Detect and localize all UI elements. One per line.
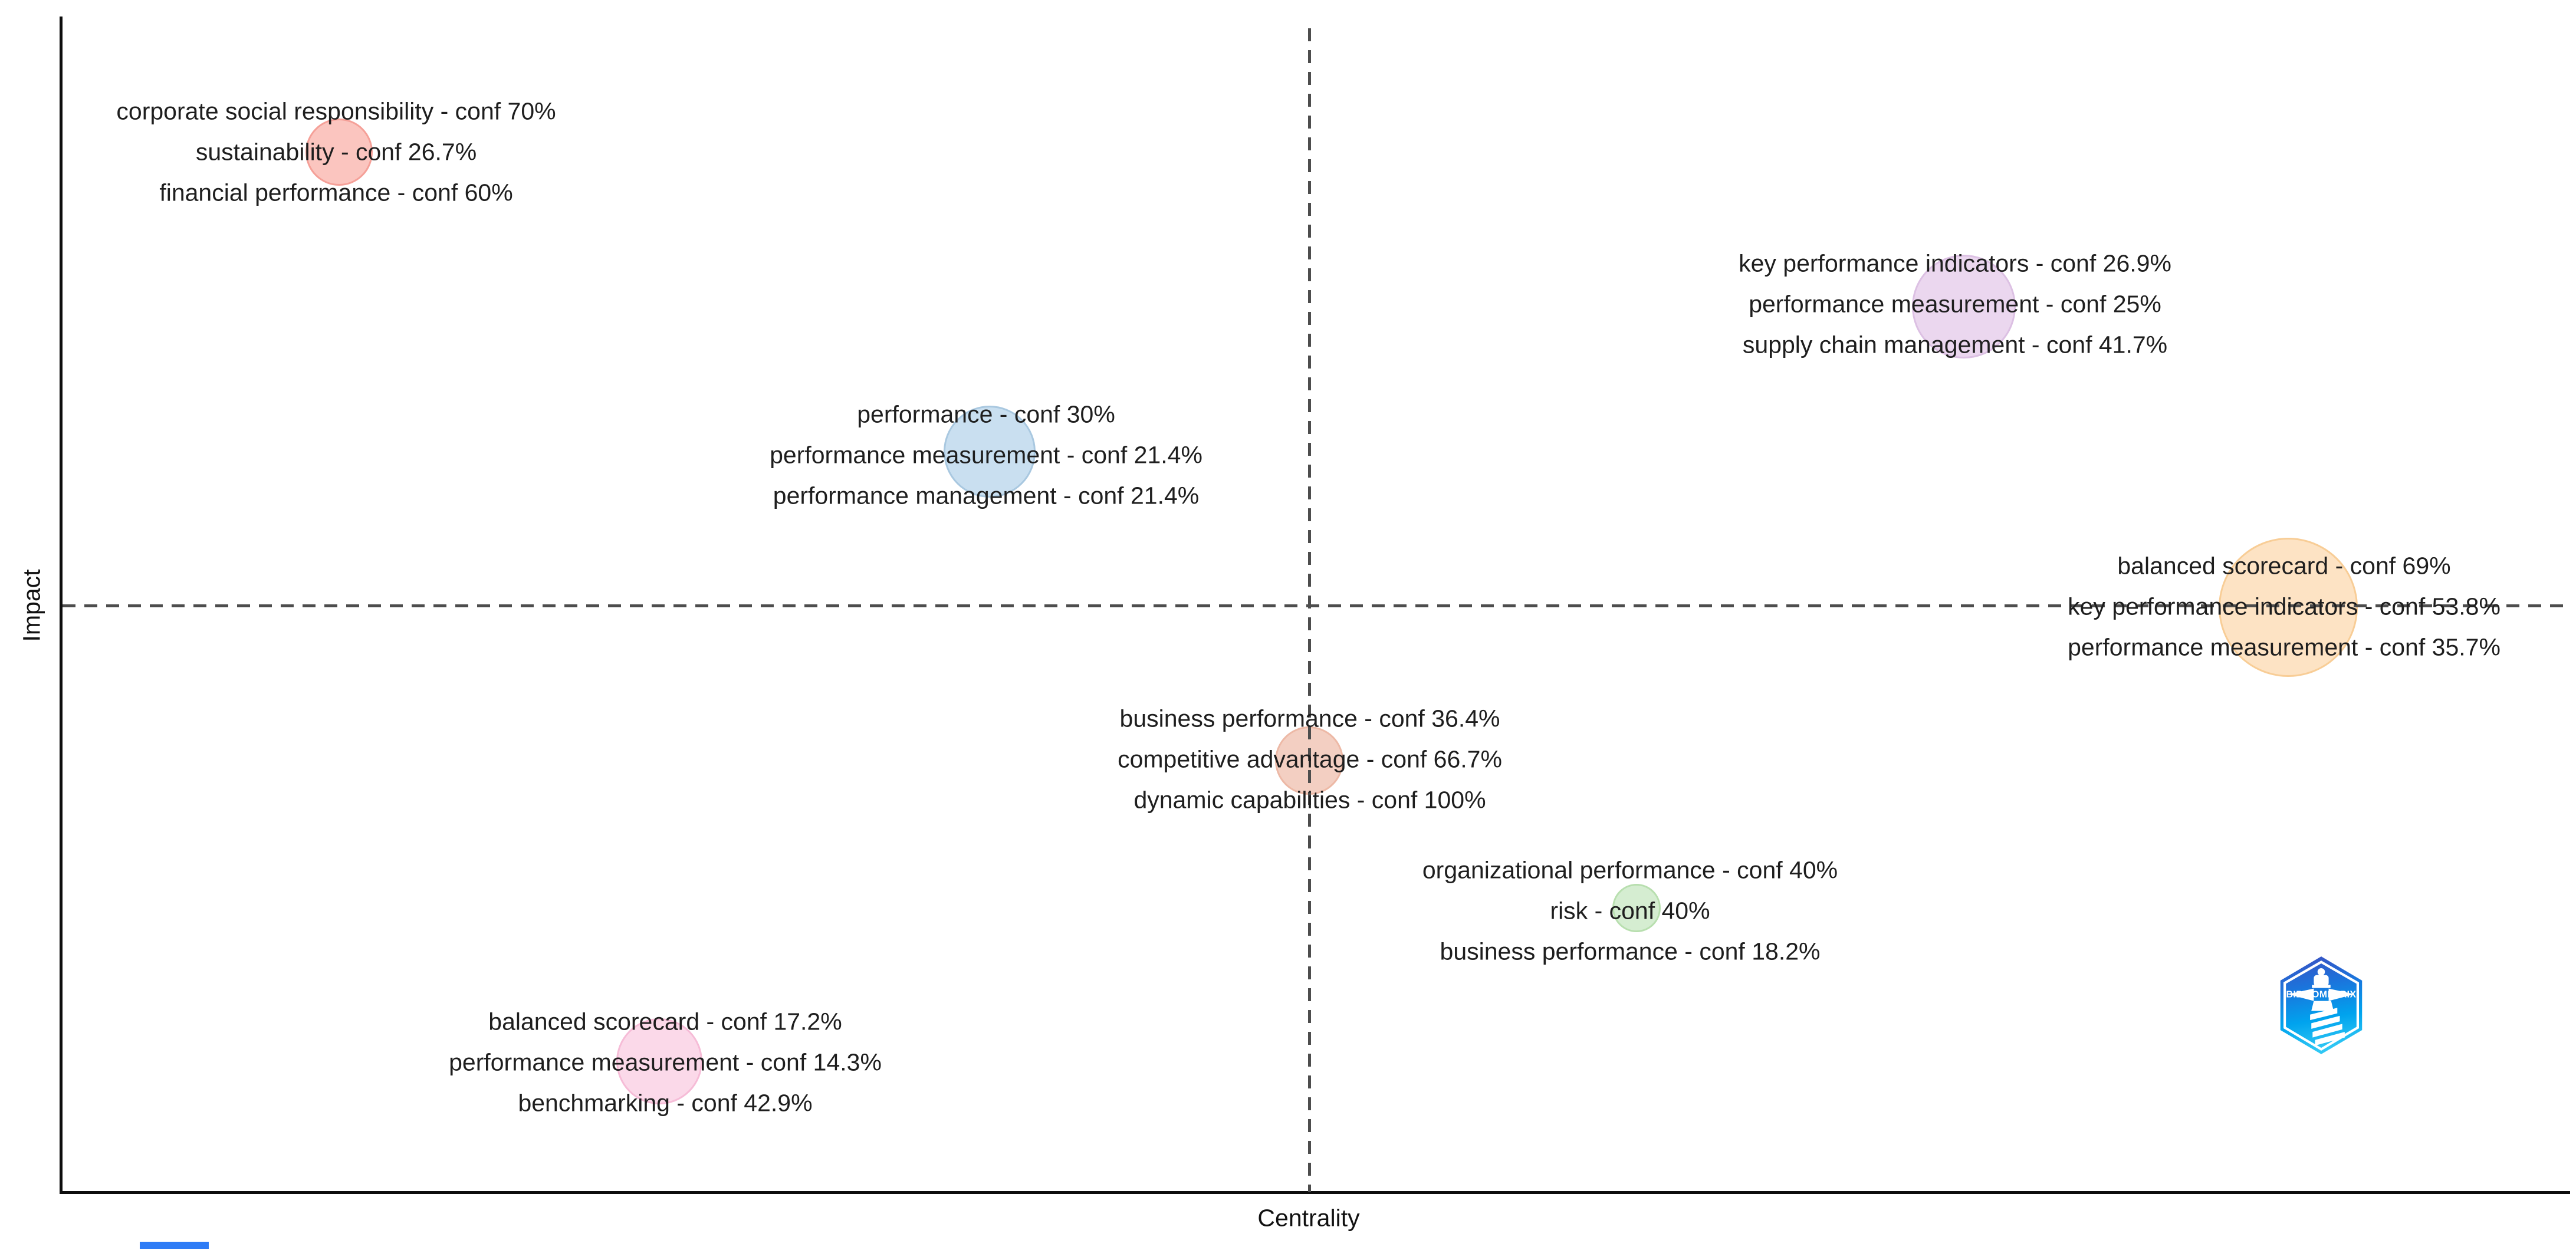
topic-line: benchmarking - conf 42.9% (518, 1089, 813, 1117)
topic-line: organizational performance - conf 40% (1422, 856, 1838, 884)
topic-line: balanced scorecard - conf 69% (2117, 552, 2451, 580)
topic-line: dynamic capabilities - conf 100% (1133, 786, 1486, 814)
y-axis-label: Impact (18, 569, 45, 642)
bibliometrix-logo: BIBLIOMETRIX (2278, 955, 2365, 1055)
topic-line: sustainability - conf 26.7% (195, 138, 477, 166)
cluster-bubble-balanced-scorecard-benchmarking[interactable] (616, 1018, 702, 1104)
median-centrality-dashed-line (1308, 28, 1311, 1192)
cluster-labels-balanced-scorecard-benchmarking: balanced scorecard - conf 17.2% performa… (449, 1002, 882, 1124)
cluster-labels-key-performance-indicators: key performance indicators - conf 26.9% … (1739, 244, 2171, 366)
topic-line: risk - conf 40% (1550, 897, 1710, 925)
cluster-labels-business-performance: business performance - conf 36.4% compet… (1118, 699, 1502, 821)
x-axis-label: Centrality (1257, 1204, 1360, 1232)
topic-line: corporate social responsibility - conf 7… (116, 97, 556, 125)
cluster-labels-performance: performance - conf 30% performance measu… (770, 394, 1202, 517)
bibliometrix-logo-icon: BIBLIOMETRIX (2280, 956, 2363, 1054)
topic-line: business performance - conf 36.4% (1119, 705, 1500, 732)
topic-line: competitive advantage - conf 66.7% (1118, 745, 1502, 773)
x-axis-line (60, 1191, 2570, 1194)
topic-line: performance measurement - conf 21.4% (770, 441, 1202, 469)
cluster-bubble-organizational-performance[interactable] (1612, 884, 1661, 932)
scrollbar-fragment[interactable] (140, 1242, 209, 1249)
y-axis-line (60, 17, 63, 1192)
topic-line: key performance indicators - conf 53.8% (2068, 593, 2501, 620)
topic-line: key performance indicators - conf 26.9% (1739, 249, 2171, 277)
topic-line: supply chain management - conf 41.7% (1742, 331, 2168, 358)
topic-line: performance management - conf 21.4% (773, 482, 1200, 509)
topic-line: performance - conf 30% (857, 400, 1115, 428)
median-impact-dashed-line (63, 604, 2570, 607)
bibliometrix-logo-text: BIBLIOMETRIX (2286, 989, 2356, 999)
cluster-labels-corporate-social-responsibility: corporate social responsibility - conf 7… (116, 91, 556, 213)
topic-line: balanced scorecard - conf 17.2% (488, 1008, 842, 1035)
topic-line: business performance - conf 18.2% (1440, 938, 1821, 965)
topic-line: performance measurement - conf 25% (1749, 290, 2161, 318)
topic-line: financial performance - conf 60% (159, 179, 513, 206)
topic-line: performance measurement - conf 14.3% (449, 1048, 882, 1076)
cluster-labels-balanced-scorecard: balanced scorecard - conf 69% key perfor… (2068, 546, 2501, 668)
cluster-bubble-performance[interactable] (944, 406, 1036, 498)
cluster-labels-organizational-performance: organizational performance - conf 40% ri… (1422, 850, 1838, 972)
topic-line: performance measurement - conf 35.7% (2068, 633, 2501, 661)
cluster-bubble-balanced-scorecard[interactable] (2219, 538, 2358, 677)
cluster-bubble-key-performance-indicators[interactable] (1912, 255, 2016, 358)
cluster-bubble-corporate-social-responsibility[interactable] (305, 119, 373, 186)
